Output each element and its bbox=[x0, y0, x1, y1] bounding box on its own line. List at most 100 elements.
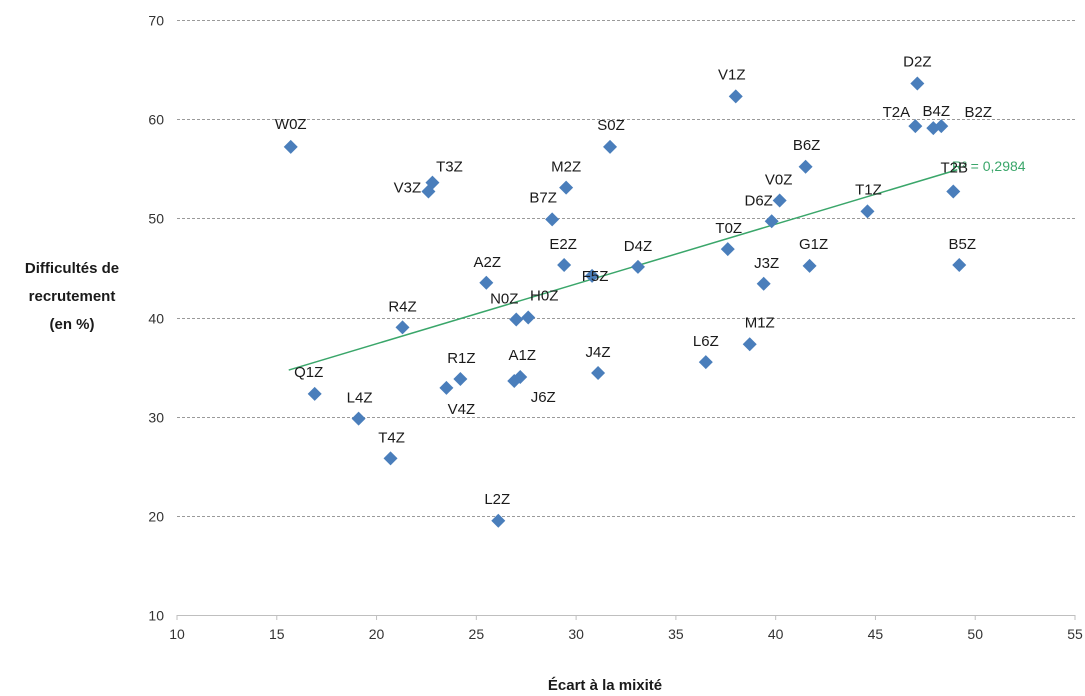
data-point-e2z bbox=[557, 257, 572, 272]
data-point-t4z bbox=[383, 451, 398, 466]
x-tick-label: 35 bbox=[668, 626, 684, 642]
x-tick-label: 45 bbox=[868, 626, 884, 642]
data-point-b7z bbox=[545, 212, 560, 227]
data-point-b5z bbox=[952, 257, 967, 272]
data-point-t2a bbox=[908, 119, 923, 134]
point-label-v0z: V0Z bbox=[765, 171, 793, 188]
data-point-d4z bbox=[630, 259, 645, 274]
point-label-t4z: T4Z bbox=[378, 429, 405, 446]
point-label-m2z: M2Z bbox=[551, 159, 581, 176]
data-point-s0z bbox=[603, 139, 618, 154]
point-label-b7z: B7Z bbox=[529, 189, 557, 206]
point-label-a2z: A2Z bbox=[474, 254, 502, 271]
point-label-b4z: B4Z bbox=[923, 103, 951, 120]
point-label-l6z: L6Z bbox=[693, 333, 719, 350]
y-axis-title-line-1: Difficultés de bbox=[25, 260, 119, 277]
y-axis-title-line-2: recrutement bbox=[29, 288, 116, 305]
point-label-v4z: V4Z bbox=[448, 401, 476, 418]
point-label-f5z: F5Z bbox=[582, 268, 609, 285]
data-point-t1z bbox=[860, 204, 875, 219]
point-label-l4z: L4Z bbox=[347, 390, 373, 407]
point-label-v3z: V3Z bbox=[394, 180, 422, 197]
data-point-q1z bbox=[307, 386, 322, 401]
y-tick-label: 20 bbox=[148, 509, 164, 525]
data-point-m2z bbox=[559, 180, 574, 195]
data-point-v4z bbox=[453, 371, 468, 386]
data-point-r1z bbox=[439, 380, 454, 395]
point-label-s0z: S0Z bbox=[597, 117, 625, 134]
point-label-l2z: L2Z bbox=[484, 491, 510, 508]
point-label-b6z: B6Z bbox=[793, 137, 821, 154]
point-label-g1z: G1Z bbox=[799, 236, 828, 253]
point-label-n0z: N0Z bbox=[490, 290, 518, 307]
point-label-t3z: T3Z bbox=[436, 159, 463, 176]
data-point-w0z bbox=[283, 139, 298, 154]
data-point-g1z bbox=[802, 258, 817, 273]
x-axis-ticks: 10 15 20 25 30 35 40 45 50 55 bbox=[169, 615, 1083, 642]
point-label-b2z: B2Z bbox=[965, 104, 993, 121]
y-axis-title-line-3: (en %) bbox=[50, 316, 95, 333]
data-point-b6z bbox=[798, 159, 813, 174]
x-tick-label: 30 bbox=[568, 626, 584, 642]
point-label-j4z: J4Z bbox=[586, 344, 611, 361]
point-label-j3z: J3Z bbox=[754, 255, 779, 272]
point-label-t2a: T2A bbox=[883, 104, 911, 121]
x-axis-title: Écart à la mixité bbox=[548, 677, 662, 694]
point-label-d4z: D4Z bbox=[624, 238, 652, 255]
trendline bbox=[288, 169, 958, 371]
x-tick-label: 25 bbox=[469, 626, 485, 642]
data-point-j4z bbox=[591, 366, 606, 381]
data-point-j3z bbox=[756, 276, 771, 291]
point-label-t1z: T1Z bbox=[855, 181, 882, 198]
point-label-d2z: D2Z bbox=[903, 53, 931, 70]
x-tick-label: 15 bbox=[269, 626, 285, 642]
y-tick-label: 40 bbox=[148, 311, 164, 327]
data-point-v0z bbox=[772, 193, 787, 208]
point-labels: W0Z Q1Z L4Z T4Z R4Z V3Z T3Z R1Z V4Z A2Z A1Z N0Z J6Z H… bbox=[275, 53, 992, 507]
point-label-m1z: M1Z bbox=[745, 314, 775, 331]
point-label-t2b: T2B bbox=[941, 160, 969, 177]
x-tick-label: 40 bbox=[768, 626, 784, 642]
data-point-d2z bbox=[910, 76, 925, 91]
y-axis-ticks: 10 20 30 40 50 60 70 bbox=[148, 13, 164, 624]
data-point-b2z bbox=[934, 119, 949, 134]
data-point-l4z bbox=[351, 411, 366, 426]
data-point-j6z bbox=[513, 370, 528, 384]
data-point-v1z bbox=[728, 89, 743, 104]
data-point-f5z bbox=[585, 268, 600, 283]
point-label-h0z: H0Z bbox=[530, 288, 558, 305]
data-points bbox=[283, 76, 967, 528]
point-label-w0z: W0Z bbox=[275, 116, 307, 133]
y-tick-label: 50 bbox=[148, 211, 164, 227]
x-tick-label: 50 bbox=[967, 626, 983, 642]
data-point-m1z bbox=[742, 337, 757, 352]
x-tick-label: 55 bbox=[1067, 626, 1083, 642]
y-tick-label: 70 bbox=[148, 13, 164, 29]
y-tick-label: 60 bbox=[148, 112, 164, 128]
point-label-e2z: E2Z bbox=[549, 236, 577, 253]
point-label-r4z: R4Z bbox=[388, 298, 416, 315]
point-label-v1z: V1Z bbox=[718, 66, 746, 83]
y-tick-label: 10 bbox=[148, 608, 164, 624]
data-point-t3z bbox=[425, 175, 440, 190]
point-label-a1z: A1Z bbox=[508, 347, 536, 364]
point-label-b5z: B5Z bbox=[948, 236, 976, 253]
point-label-q1z: Q1Z bbox=[294, 364, 323, 381]
data-point-h0z bbox=[521, 310, 536, 325]
data-point-r4z bbox=[395, 320, 410, 335]
point-label-d6z: D6Z bbox=[745, 192, 773, 209]
x-tick-label: 20 bbox=[369, 626, 385, 642]
point-label-t0z: T0Z bbox=[715, 220, 742, 237]
point-label-r1z: R1Z bbox=[447, 350, 475, 367]
data-point-l2z bbox=[491, 513, 506, 528]
data-point-l6z bbox=[698, 355, 713, 370]
data-point-t0z bbox=[720, 242, 735, 257]
point-label-j6z: J6Z bbox=[531, 389, 556, 406]
x-tick-label: 10 bbox=[169, 626, 185, 642]
y-tick-label: 30 bbox=[148, 410, 164, 426]
data-point-n0z bbox=[509, 312, 524, 327]
data-point-a2z bbox=[479, 275, 494, 290]
trendline-r2-label: R² = 0,2984 bbox=[952, 158, 1026, 174]
data-point-d6z bbox=[764, 214, 779, 229]
